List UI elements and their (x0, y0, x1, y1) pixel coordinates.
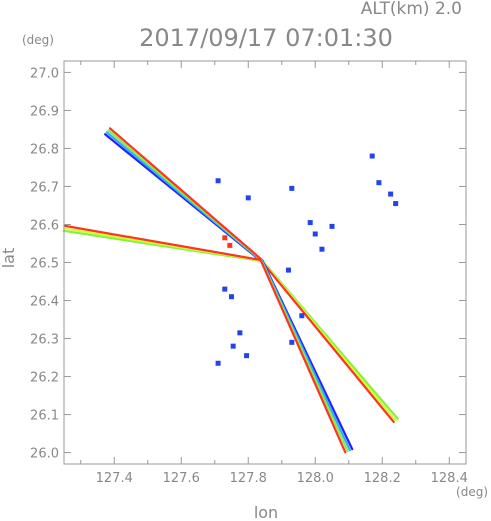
beam-3 (260, 259, 399, 424)
beam-4-band (259, 259, 347, 454)
echo-point (369, 153, 375, 159)
echo-point (285, 267, 291, 273)
echo-point (319, 246, 325, 252)
beam-1 (103, 127, 264, 263)
y-unit-label: (deg) (22, 33, 54, 47)
echo-point (388, 191, 394, 197)
y-tick-label: 26.4 (30, 295, 59, 310)
y-tick-label: 26.8 (30, 142, 59, 157)
echo-point (222, 235, 228, 241)
echo-point (393, 201, 399, 207)
echoes-layer (215, 153, 399, 366)
x-tick-label: 128.4 (431, 471, 468, 486)
echo-point (230, 343, 236, 349)
x-ticks: 127.4 127.6 127.8 128.0 128.2 128.4 (80, 61, 468, 486)
echo-point (312, 231, 318, 237)
beam-4 (259, 259, 354, 454)
echo-point (299, 313, 305, 319)
echo-point (227, 242, 233, 248)
x-tick-label: 127.8 (230, 471, 267, 486)
x-axis-label: lon (254, 503, 278, 521)
y-ticks: 26.0 26.1 26.2 26.3 26.4 26.5 26.6 26.7 26.8 26.9… (30, 66, 466, 462)
x-tick-label: 127.4 (96, 471, 133, 486)
echo-point (376, 180, 382, 186)
y-tick-label: 26.1 (30, 409, 59, 424)
beam-2 (62, 224, 263, 263)
y-tick-label: 26.9 (30, 104, 59, 119)
echo-point (329, 223, 335, 229)
echo-point (289, 185, 295, 191)
echo-point (215, 360, 221, 366)
echo-point (245, 195, 251, 201)
altitude-label: ALT(km) 2.0 (361, 0, 462, 19)
y-tick-label: 26.6 (30, 218, 59, 233)
beam-3-band (260, 259, 395, 424)
x-unit-label: (deg) (456, 485, 488, 499)
x-tick-label: 128.0 (297, 471, 334, 486)
y-tick-label: 26.5 (30, 257, 59, 272)
echo-point (215, 178, 221, 184)
beam-1-band (108, 127, 264, 262)
echo-point (289, 339, 295, 345)
echo-point (307, 220, 313, 226)
y-tick-label: 26.7 (30, 180, 59, 195)
beam-2-band (63, 224, 263, 262)
x-tick-label: 127.6 (163, 471, 200, 486)
chart-title: 2017/09/17 07:01:30 (139, 24, 393, 52)
echo-point (229, 294, 234, 300)
y-axis-label: lat (0, 248, 18, 269)
y-tick-label: 26.3 (30, 333, 59, 348)
y-tick-label: 27.0 (30, 66, 59, 81)
y-tick-label: 26.2 (30, 371, 59, 386)
echo-point (237, 330, 243, 336)
x-tick-label: 128.2 (364, 471, 401, 486)
echo-point (222, 286, 228, 292)
beams-layer (62, 127, 399, 454)
echo-point (244, 353, 250, 359)
y-tick-label: 26.0 (30, 447, 59, 462)
